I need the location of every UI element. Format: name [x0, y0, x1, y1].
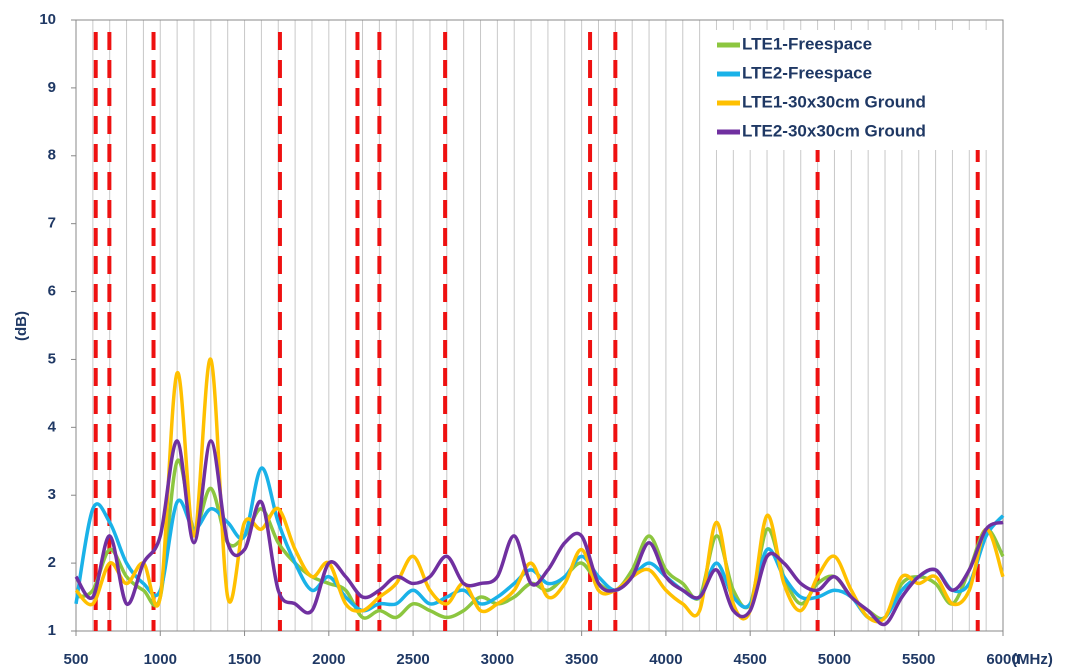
y-tick-label: 6	[48, 283, 56, 300]
series-line	[75, 458, 1005, 621]
series-line	[74, 466, 1005, 623]
series-line	[74, 357, 1005, 624]
y-tick-label: 1	[48, 622, 56, 639]
y-tick-label: 5	[48, 350, 56, 367]
x-tick-label: 6000	[986, 651, 1019, 668]
legend-label: LTE1-30x30cm Ground	[742, 92, 926, 111]
legend-label: LTE2-30x30cm Ground	[742, 121, 926, 140]
y-tick-label: 3	[48, 486, 56, 503]
x-tick-label: 2500	[396, 651, 429, 668]
legend-label: LTE2-Freespace	[742, 63, 872, 82]
x-tick-label: 4500	[733, 651, 766, 668]
x-tick-label: 2000	[312, 651, 345, 668]
y-tick-label: 8	[48, 147, 56, 164]
legend: LTE1-Freespace LTE2-Freespace LTE1-30x30cm…	[705, 30, 1000, 150]
x-tick-label: 4000	[649, 651, 682, 668]
x-tick-label: 1500	[228, 651, 261, 668]
x-axis-label: (MHz)	[1012, 651, 1053, 668]
y-tick-label: 4	[48, 418, 57, 435]
series-line	[74, 439, 1004, 627]
y-tick-label: 10	[39, 11, 56, 28]
x-tick-label: 5500	[902, 651, 935, 668]
x-tick-label: 3500	[565, 651, 598, 668]
x-tick-label: 3000	[481, 651, 514, 668]
y-axis-label: (dB)	[13, 311, 30, 341]
legend-label: LTE1-Freespace	[742, 34, 872, 53]
plot-frame	[75, 19, 1004, 632]
y-tick-label: 9	[48, 79, 56, 96]
x-tick-label: 500	[63, 651, 88, 668]
y-tick-label: 2	[48, 554, 56, 571]
x-tick-label: 5000	[818, 651, 851, 668]
y-tick-label: 7	[48, 215, 56, 232]
x-tick-label: 1000	[144, 651, 177, 668]
legend-box	[705, 30, 1000, 150]
